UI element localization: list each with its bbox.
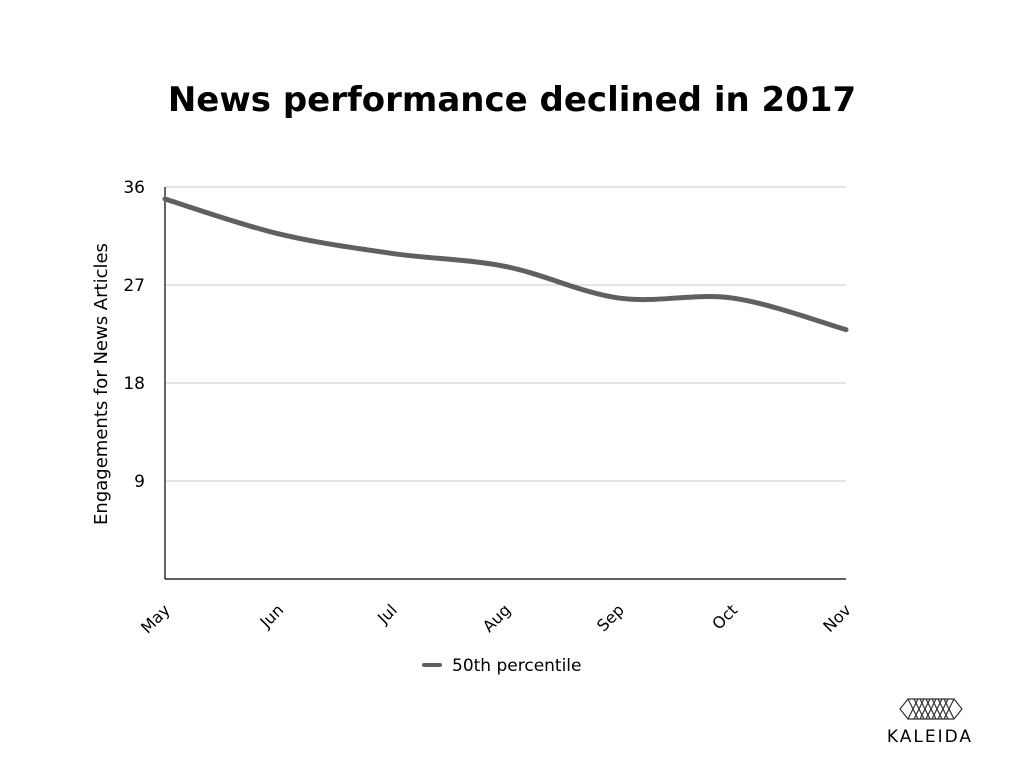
- x-tick-label-aug: Aug: [479, 600, 515, 636]
- y-tick-label-36: 36: [123, 178, 145, 198]
- y-tick-label-27: 27: [123, 276, 145, 296]
- brand-name: KALEIDA: [887, 727, 973, 747]
- x-tick-label-nov: Nov: [819, 600, 855, 636]
- brand-logo: KALEIDA: [887, 698, 973, 747]
- kaleida-logo-icon: [899, 698, 963, 720]
- x-tick-label-sep: Sep: [593, 600, 628, 635]
- y-tick-label-18: 18: [123, 374, 145, 394]
- axes: [164, 187, 846, 580]
- series-line-0: [162, 196, 849, 333]
- x-tick-label-oct: Oct: [708, 600, 741, 633]
- y-axis-label: Engagements for News Articles: [91, 243, 112, 525]
- x-tick-label-jun: Jun: [256, 600, 288, 632]
- legend: 50th percentile: [422, 656, 582, 676]
- series-lines: [162, 196, 849, 333]
- y-tick-label-9: 9: [134, 472, 145, 492]
- chart-title: News performance declined in 2017: [167, 80, 857, 120]
- x-tick-label-jul: Jul: [373, 600, 401, 628]
- y-tick-labels: 9 18 27 36: [123, 178, 145, 492]
- legend-label: 50th percentile: [452, 656, 582, 676]
- x-tick-label-may: May: [137, 600, 174, 637]
- x-tick-labels: May Jun Jul Aug Sep Oct Nov: [137, 600, 855, 637]
- grid-lines: [165, 186, 846, 482]
